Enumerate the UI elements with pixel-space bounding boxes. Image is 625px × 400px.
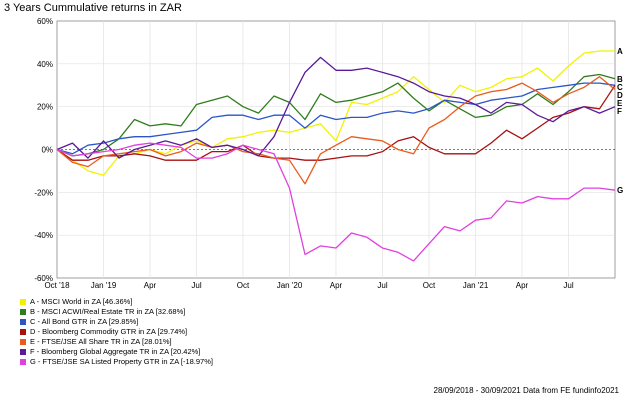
legend-label: C - All Bond GTR in ZA [29.85%] [30,317,139,326]
y-tick-label: -20% [34,188,53,197]
x-tick-label: Apr [330,281,343,290]
y-tick-label: 60% [37,17,53,26]
legend-item: G - FTSE/JSE SA Listed Property GTR in Z… [20,357,213,367]
legend-item: E - FTSE/JSE All Share TR in ZA [28.01%] [20,337,213,347]
x-tick-label: Oct [423,281,436,290]
legend-label: G - FTSE/JSE SA Listed Property GTR in Z… [30,357,213,366]
series-end-label: E [617,99,623,108]
legend-label: D - Bloomberg Commodity GTR in ZA [29.74… [30,327,188,336]
series-line-f [56,56,616,159]
x-tick-label: Apr [144,281,157,290]
y-tick-label: 20% [37,103,53,112]
legend-label: B - MSCI ACWI/Real Estate TR in ZA [32.6… [30,307,186,316]
x-axis: Oct '18 Jan '19 Apr Jul Oct Jan '20 Apr Jul Oct J… [44,281,573,290]
series-end-label: F [617,107,622,116]
series-line-d [56,84,616,161]
legend-item: A - MSCI World in ZA [46.36%] [20,297,213,307]
y-tick-label: 40% [37,60,53,69]
series-end-label: G [617,186,623,195]
legend-item: D - Bloomberg Commodity GTR in ZA [29.74… [20,327,213,337]
footer-source: 28/09/2018 - 30/09/2021 Data from FE fun… [433,386,619,395]
legend-swatch [20,339,26,346]
series-lines [56,50,616,262]
legend-label: A - MSCI World in ZA [46.36%] [30,297,133,306]
y-axis: 60% 40% 20% 0% -20% -40% -60% [34,17,53,283]
legend-swatch [20,349,26,356]
x-tick-label: Jul [191,281,201,290]
series-end-label: A [617,47,623,56]
legend-label: E - FTSE/JSE All Share TR in ZA [28.01%] [30,337,172,346]
series-line-g [56,142,616,262]
legend-swatch [20,319,26,326]
series-end-label: B [617,75,623,84]
legend-label: F - Bloomberg Global Aggregate TR in ZA … [30,347,201,356]
y-tick-label: 0% [41,146,53,155]
series-end-label: D [617,91,623,100]
x-tick-label: Oct '18 [44,281,70,290]
legend-swatch [20,309,26,316]
legend-swatch [20,329,26,336]
x-tick-label: Jul [563,281,573,290]
chart-title: 3 Years Cummulative returns in ZAR [4,2,182,14]
legend-swatch [20,299,26,306]
legend: A - MSCI World in ZA [46.36%] B - MSCI AC… [20,297,213,367]
series-end-label: C [617,83,623,92]
x-tick-label: Jan '19 [91,281,117,290]
x-tick-label: Jan '21 [463,281,489,290]
x-tick-label: Jul [377,281,387,290]
x-tick-label: Apr [516,281,529,290]
legend-swatch [20,359,26,366]
legend-item: B - MSCI ACWI/Real Estate TR in ZA [32.6… [20,307,213,317]
legend-item: C - All Bond GTR in ZA [29.85%] [20,317,213,327]
x-tick-label: Jan '20 [277,281,303,290]
series-line-e [56,76,616,185]
legend-item: F - Bloomberg Global Aggregate TR in ZA … [20,347,213,357]
series-line-c [56,82,616,155]
y-tick-label: -60% [34,274,53,283]
x-tick-label: Oct [237,281,250,290]
y-tick-label: -40% [34,231,53,240]
